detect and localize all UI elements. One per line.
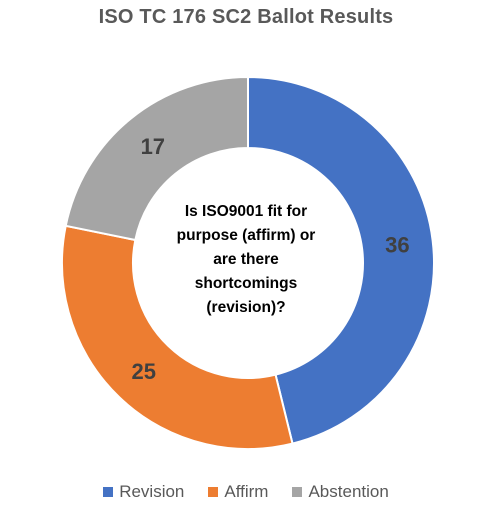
- legend-label-abstention: Abstention: [308, 482, 389, 501]
- donut-slice-affirm: [61, 224, 294, 450]
- center-text-line: are there: [213, 251, 279, 268]
- legend-item-revision: Revision: [103, 482, 184, 502]
- legend-swatch-revision: [103, 487, 114, 497]
- center-text-line: (revision)?: [206, 299, 286, 316]
- donut-slice-abstention: [64, 75, 249, 242]
- center-text-line: Is ISO9001 fit for: [184, 203, 308, 220]
- legend-item-affirm: Affirm: [208, 482, 268, 502]
- center-text-line: shortcomings: [194, 275, 298, 292]
- legend-item-abstention: Abstention: [292, 482, 389, 502]
- donut-slices: [61, 75, 435, 450]
- donut-center-question: Is ISO9001 fit for purpose (affirm) or a…: [156, 200, 336, 320]
- slice-value-label-revision: 36: [385, 232, 409, 257]
- donut-slice-revision: [247, 75, 435, 445]
- chart-title: ISO TC 176 SC2 Ballot Results: [98, 6, 394, 28]
- slice-labels: 36 25 17: [132, 134, 410, 384]
- legend-label-affirm: Affirm: [224, 482, 269, 501]
- chart-legend: Revision Affirm Abstention: [0, 482, 492, 502]
- legend-swatch-abstention: [292, 487, 303, 497]
- legend-label-revision: Revision: [119, 482, 185, 501]
- slice-value-label-affirm: 25: [132, 359, 156, 384]
- legend-swatch-affirm: [208, 487, 219, 497]
- center-text-line: purpose (affirm) or: [176, 227, 316, 244]
- slice-value-label-abstention: 17: [141, 134, 165, 159]
